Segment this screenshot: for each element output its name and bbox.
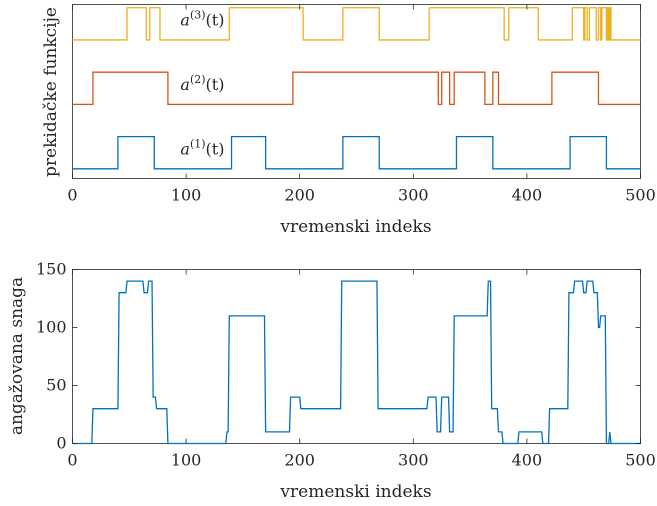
top-x-ticks: 0 100 200 300 400 500 [67, 4, 656, 205]
top-x-tick-label: 200 [284, 186, 315, 205]
bottom-x-tick-label: 300 [398, 451, 429, 470]
series-label-a2: a(2)(t) [180, 73, 224, 94]
bottom-x-ticks: 0 100 200 300 400 500 [67, 269, 656, 470]
bottom-axes-frame [72, 269, 641, 444]
top-x-tick-label: 500 [625, 186, 656, 205]
bottom-y-axis-label: angažovana snaga [7, 277, 27, 435]
bottom-y-tick-label: 50 [46, 376, 66, 395]
top-series-lines [72, 7, 641, 170]
top-x-tick-label: 400 [512, 186, 543, 205]
top-axes-frame [72, 4, 641, 179]
bottom-chart: 0 100 200 300 400 500 0 50 100 150 vremenski ind… [7, 260, 656, 503]
bottom-x-tick-label: 0 [67, 451, 77, 470]
series-line-a3 [72, 7, 641, 41]
bottom-y-tick-label: 0 [56, 434, 66, 453]
bottom-x-tick-label: 100 [171, 451, 202, 470]
bottom-x-axis-label: vremenski indeks [279, 482, 431, 502]
bottom-x-tick-label: 200 [284, 451, 315, 470]
top-x-tick-label: 300 [398, 186, 429, 205]
top-x-tick-label: 0 [67, 186, 77, 205]
top-x-tick-label: 100 [171, 186, 202, 205]
series-label-a1: a(1)(t) [180, 137, 224, 158]
series-line-a2 [72, 71, 641, 106]
top-x-axis-label: vremenski indeks [279, 217, 431, 237]
bottom-y-ticks: 0 50 100 150 [36, 260, 641, 453]
bottom-x-tick-label: 400 [512, 451, 543, 470]
top-annotations: a(1)(t) a(2)(t) a(3)(t) [180, 8, 224, 158]
power-series-line [72, 280, 641, 445]
series-line-a1 [72, 135, 641, 170]
top-y-axis-label: prekidačke funkcije [41, 7, 61, 177]
series-label-a3: a(3)(t) [180, 8, 224, 29]
bottom-series-lines [72, 280, 641, 445]
bottom-x-tick-label: 500 [625, 451, 656, 470]
bottom-y-tick-label: 100 [36, 318, 67, 337]
bottom-y-tick-label: 150 [36, 260, 67, 279]
top-chart: 0 100 200 300 400 500 a(1)(t) a(2)(t) a(3)(t) v… [41, 4, 656, 237]
